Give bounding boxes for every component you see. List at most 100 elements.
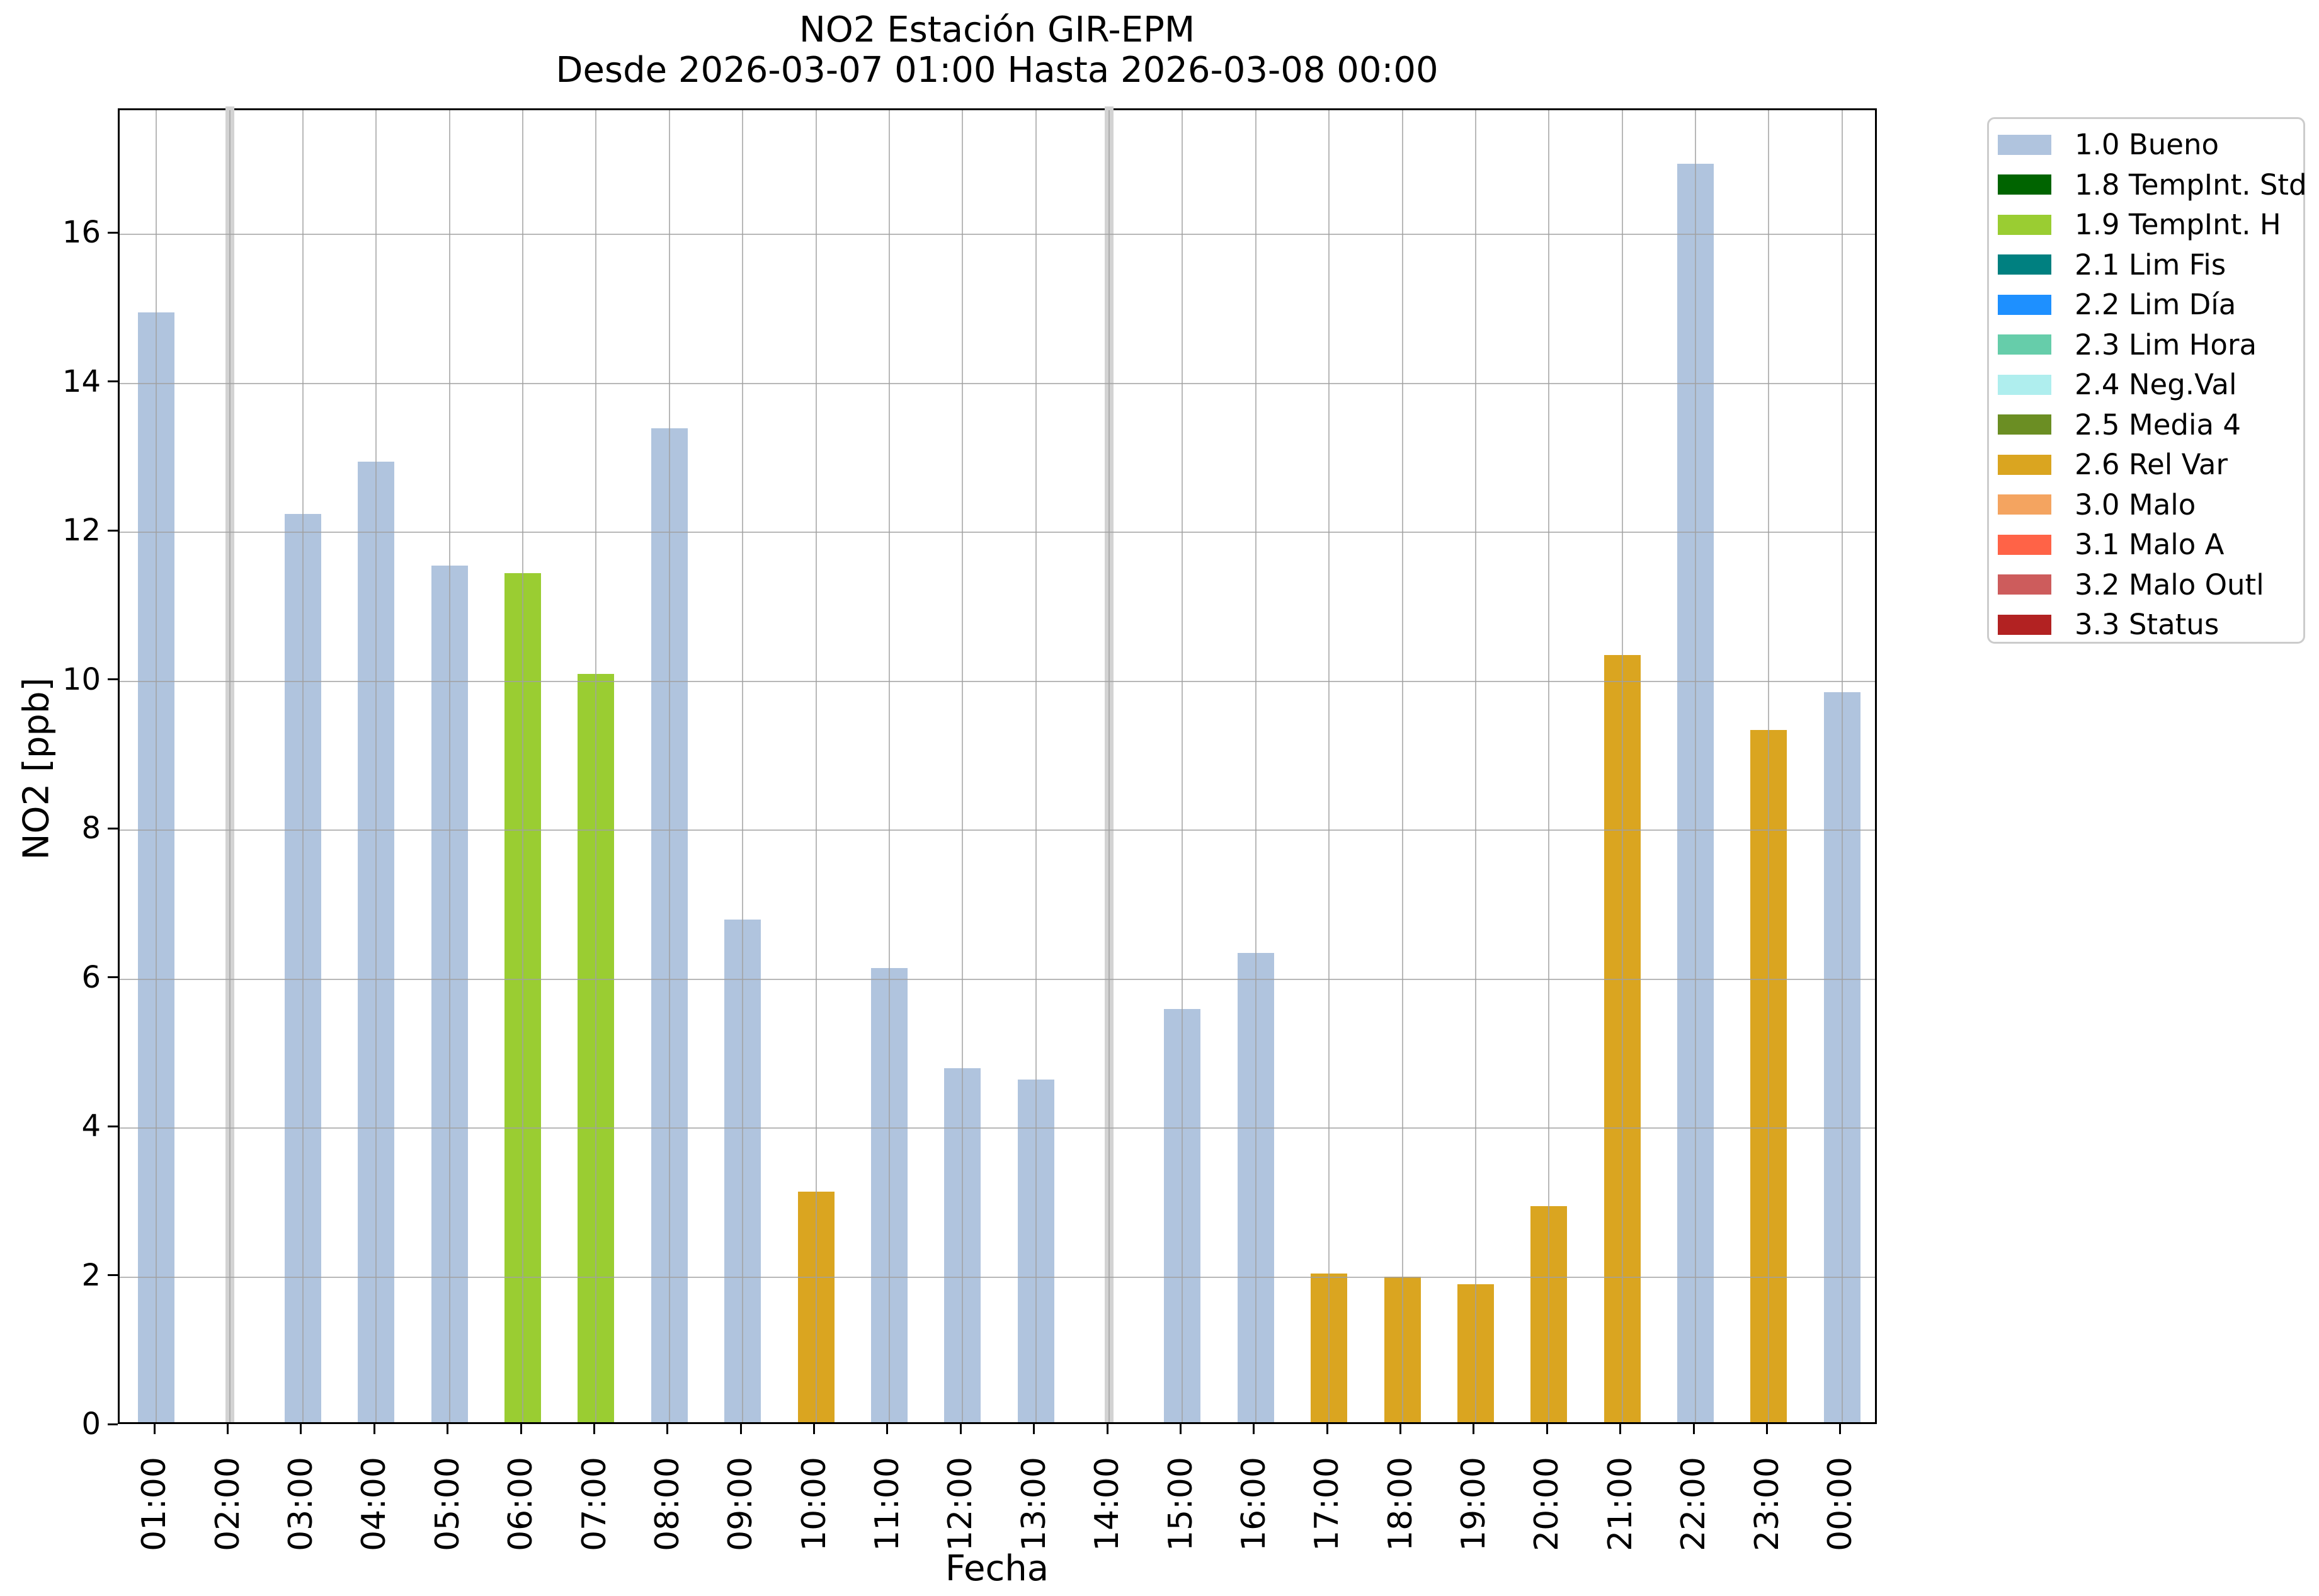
x-axis-title: Fecha [945, 1548, 1049, 1589]
x-tick-04:00 [373, 1424, 375, 1434]
gridline-x-02:00 [229, 110, 231, 1422]
x-tick-17:00 [1326, 1424, 1328, 1434]
gridline-x-10:00 [815, 110, 817, 1422]
gridline-x-05:00 [448, 110, 450, 1422]
legend-label-3: 2.1 Lim Fis [2075, 248, 2226, 282]
legend-swatch-6 [1998, 374, 2051, 395]
legend-swatch-3 [1998, 254, 2051, 275]
x-tick-02:00 [227, 1424, 229, 1434]
x-tick-03:00 [300, 1424, 302, 1434]
x-tick-label-00:00: 00:00 [1821, 1457, 1859, 1551]
legend-label-1: 1.8 TempInt. Std [2075, 168, 2307, 202]
x-tick-08:00 [666, 1424, 669, 1434]
legend-swatch-4 [1998, 294, 2051, 315]
legend-label-10: 3.1 Malo A [2075, 528, 2225, 562]
legend-item-12: 3.3 Status [1989, 605, 2303, 645]
chart-title-line1: NO2 Estación GIR-EPM [799, 9, 1195, 50]
legend-swatch-1 [1998, 174, 2051, 195]
legend-swatch-2 [1998, 214, 2051, 235]
gridline-x-12:00 [962, 110, 964, 1422]
y-tick-4 [108, 1125, 118, 1127]
legend-label-5: 2.3 Lim Hora [2075, 328, 2257, 362]
legend-label-4: 2.2 Lim Día [2075, 288, 2236, 322]
x-tick-21:00 [1619, 1424, 1622, 1434]
legend: 1.0 Bueno 1.8 TempInt. Std 1.9 TempInt. H 2… [1987, 117, 2307, 645]
x-tick-14:00 [1106, 1424, 1108, 1434]
y-tick-label-12: 12 [62, 513, 101, 549]
gridline-x-16:00 [1255, 110, 1256, 1422]
gridline-y-14 [120, 382, 1875, 384]
x-tick-20:00 [1546, 1424, 1548, 1434]
x-tick-06:00 [520, 1424, 522, 1434]
x-tick-13:00 [1033, 1424, 1035, 1434]
y-tick-2 [108, 1274, 118, 1277]
gridline-x-11:00 [888, 110, 890, 1422]
y-tick-0 [108, 1423, 118, 1425]
gridline-x-09:00 [742, 110, 744, 1422]
legend-swatch-12 [1998, 614, 2051, 635]
gridline-x-22:00 [1695, 110, 1697, 1422]
x-tick-12:00 [959, 1424, 962, 1434]
legend-item-0: 1.0 Bueno [1989, 125, 2303, 165]
x-tick-23:00 [1765, 1424, 1768, 1434]
gridline-y-8 [120, 829, 1875, 831]
legend-item-3: 2.1 Lim Fis [1989, 245, 2303, 285]
y-tick-label-10: 10 [62, 661, 101, 697]
legend-item-6: 2.4 Neg.Val [1989, 365, 2303, 405]
gridline-y-10 [120, 680, 1875, 682]
x-tick-22:00 [1692, 1424, 1695, 1434]
gridline-x-15:00 [1182, 110, 1183, 1422]
y-tick-label-0: 0 [81, 1406, 101, 1442]
legend-swatch-5 [1998, 334, 2051, 355]
legend-item-5: 2.3 Lim Hora [1989, 325, 2303, 365]
y-tick-8 [108, 827, 118, 829]
gridline-y-4 [120, 1127, 1875, 1129]
legend-label-8: 2.6 Rel Var [2075, 448, 2228, 482]
legend-swatch-0 [1998, 134, 2051, 155]
gridline-x-23:00 [1768, 110, 1770, 1422]
legend-swatch-7 [1998, 414, 2051, 435]
gridline-y-2 [120, 1276, 1875, 1278]
legend-swatch-11 [1998, 574, 2051, 595]
gridline-x-00:00 [1841, 110, 1843, 1422]
gridline-x-19:00 [1474, 110, 1476, 1422]
legend-swatch-9 [1998, 494, 2051, 515]
chart-title-line2: Desde 2026-03-07 01:00 Hasta 2026-03-08 … [556, 50, 1439, 91]
x-tick-00:00 [1839, 1424, 1842, 1434]
gridline-x-13:00 [1035, 110, 1037, 1422]
gridline-x-04:00 [375, 110, 377, 1422]
x-tick-09:00 [739, 1424, 742, 1434]
legend-item-1: 1.8 TempInt. Std [1989, 165, 2307, 205]
legend-label-7: 2.5 Media 4 [2075, 408, 2241, 442]
y-tick-label-8: 8 [81, 811, 101, 846]
gridline-x-17:00 [1328, 110, 1330, 1422]
gridline-y-12 [120, 532, 1875, 533]
y-tick-label-14: 14 [62, 363, 101, 399]
y-tick-16 [108, 231, 118, 234]
legend-label-11: 3.2 Malo Outl [2075, 567, 2264, 601]
x-tick-18:00 [1399, 1424, 1402, 1434]
y-tick-label-2: 2 [81, 1257, 101, 1293]
y-tick-label-6: 6 [81, 959, 101, 995]
legend-label-0: 1.0 Bueno [2075, 128, 2219, 162]
legend-item-4: 2.2 Lim Día [1989, 285, 2303, 325]
x-tick-16:00 [1253, 1424, 1255, 1434]
x-tick-10:00 [813, 1424, 816, 1434]
legend-item-7: 2.5 Media 4 [1989, 405, 2303, 445]
x-tick-19:00 [1473, 1424, 1475, 1434]
legend-item-10: 3.1 Malo A [1989, 525, 2303, 565]
legend-label-12: 3.3 Status [2075, 608, 2219, 642]
gridline-x-21:00 [1621, 110, 1623, 1422]
gridline-x-08:00 [668, 110, 670, 1422]
x-tick-07:00 [593, 1424, 595, 1434]
legend-label-9: 3.0 Malo [2075, 487, 2196, 522]
legend-label-2: 1.9 TempInt. H [2075, 208, 2281, 242]
y-tick-14 [108, 380, 118, 383]
gridline-x-14:00 [1108, 110, 1110, 1422]
gridline-y-16 [120, 234, 1875, 236]
y-tick-label-4: 4 [81, 1109, 101, 1144]
plot-area [118, 106, 1877, 1424]
legend-item-11: 3.2 Malo Outl [1989, 565, 2303, 605]
legend-item-8: 2.6 Rel Var [1989, 445, 2303, 485]
